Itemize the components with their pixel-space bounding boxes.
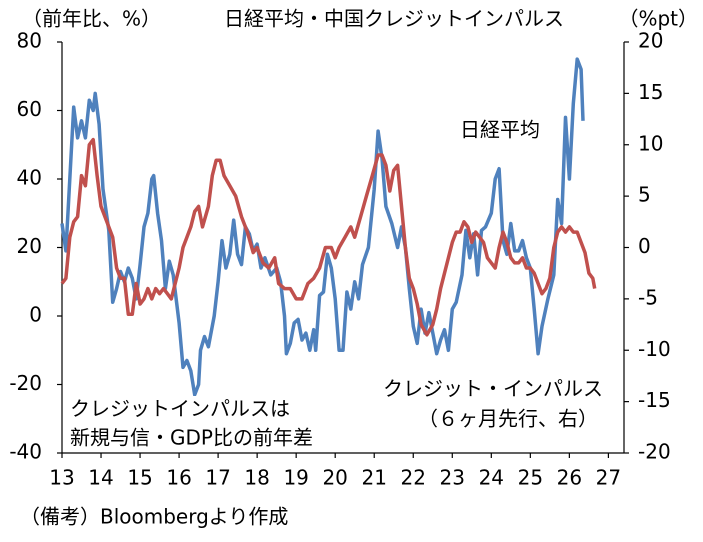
y-tick-label: -20 <box>9 371 42 395</box>
y-tick-label: -40 <box>9 440 42 464</box>
annotation: 新規与信・GDP比の前年差 <box>70 426 313 450</box>
x-tick-label: 22 <box>401 466 426 490</box>
y2-tick-label: 20 <box>638 29 663 53</box>
y2-axis-label: （%pt） <box>618 7 698 31</box>
x-tick-label: 24 <box>479 466 504 490</box>
y2-tick-label: -5 <box>638 285 658 309</box>
chart-title: 日経平均・中国クレジットインパルス <box>224 7 564 31</box>
y-tick-label: 20 <box>17 234 42 258</box>
x-tick-label: 17 <box>205 466 230 490</box>
x-tick-label: 20 <box>322 466 347 490</box>
x-tick-label: 15 <box>127 466 152 490</box>
series-line <box>60 57 585 397</box>
y2-tick-label: 15 <box>638 80 663 104</box>
x-tick-label: 27 <box>596 466 621 490</box>
x-tick-label: 21 <box>361 466 386 490</box>
y2-tick-label: 0 <box>638 234 651 258</box>
series-line <box>60 137 597 337</box>
x-tick-label: 16 <box>166 466 191 490</box>
y2-tick-label: -10 <box>638 337 671 361</box>
x-tick-label: 19 <box>283 466 308 490</box>
note: （備考）Bloombergより作成 <box>20 505 288 529</box>
x-tick-label: 23 <box>440 466 465 490</box>
series-label: クレジット・インパルス <box>383 377 603 401</box>
y-tick-label: 40 <box>17 166 42 190</box>
x-tick-label: 13 <box>49 466 74 490</box>
annotation: （６ヶ月先行、右） <box>418 407 598 431</box>
y2-tick-label: 5 <box>638 183 651 207</box>
y2-tick-label: -15 <box>638 388 671 412</box>
y-axis-label: （前年比、%） <box>22 7 161 31</box>
x-tick-label: 18 <box>244 466 269 490</box>
y-tick-label: 0 <box>29 303 42 327</box>
y-tick-label: 80 <box>17 29 42 53</box>
annotation: クレジットインパルスは <box>70 397 290 421</box>
annotation-box <box>66 396 336 452</box>
y2-tick-label: 10 <box>638 131 663 155</box>
y2-tick-label: -20 <box>638 440 671 464</box>
x-tick-label: 14 <box>88 466 113 490</box>
series-label: 日経平均 <box>460 118 540 142</box>
x-tick-label: 25 <box>518 466 543 490</box>
x-tick-label: 26 <box>557 466 582 490</box>
y-tick-label: 60 <box>17 97 42 121</box>
